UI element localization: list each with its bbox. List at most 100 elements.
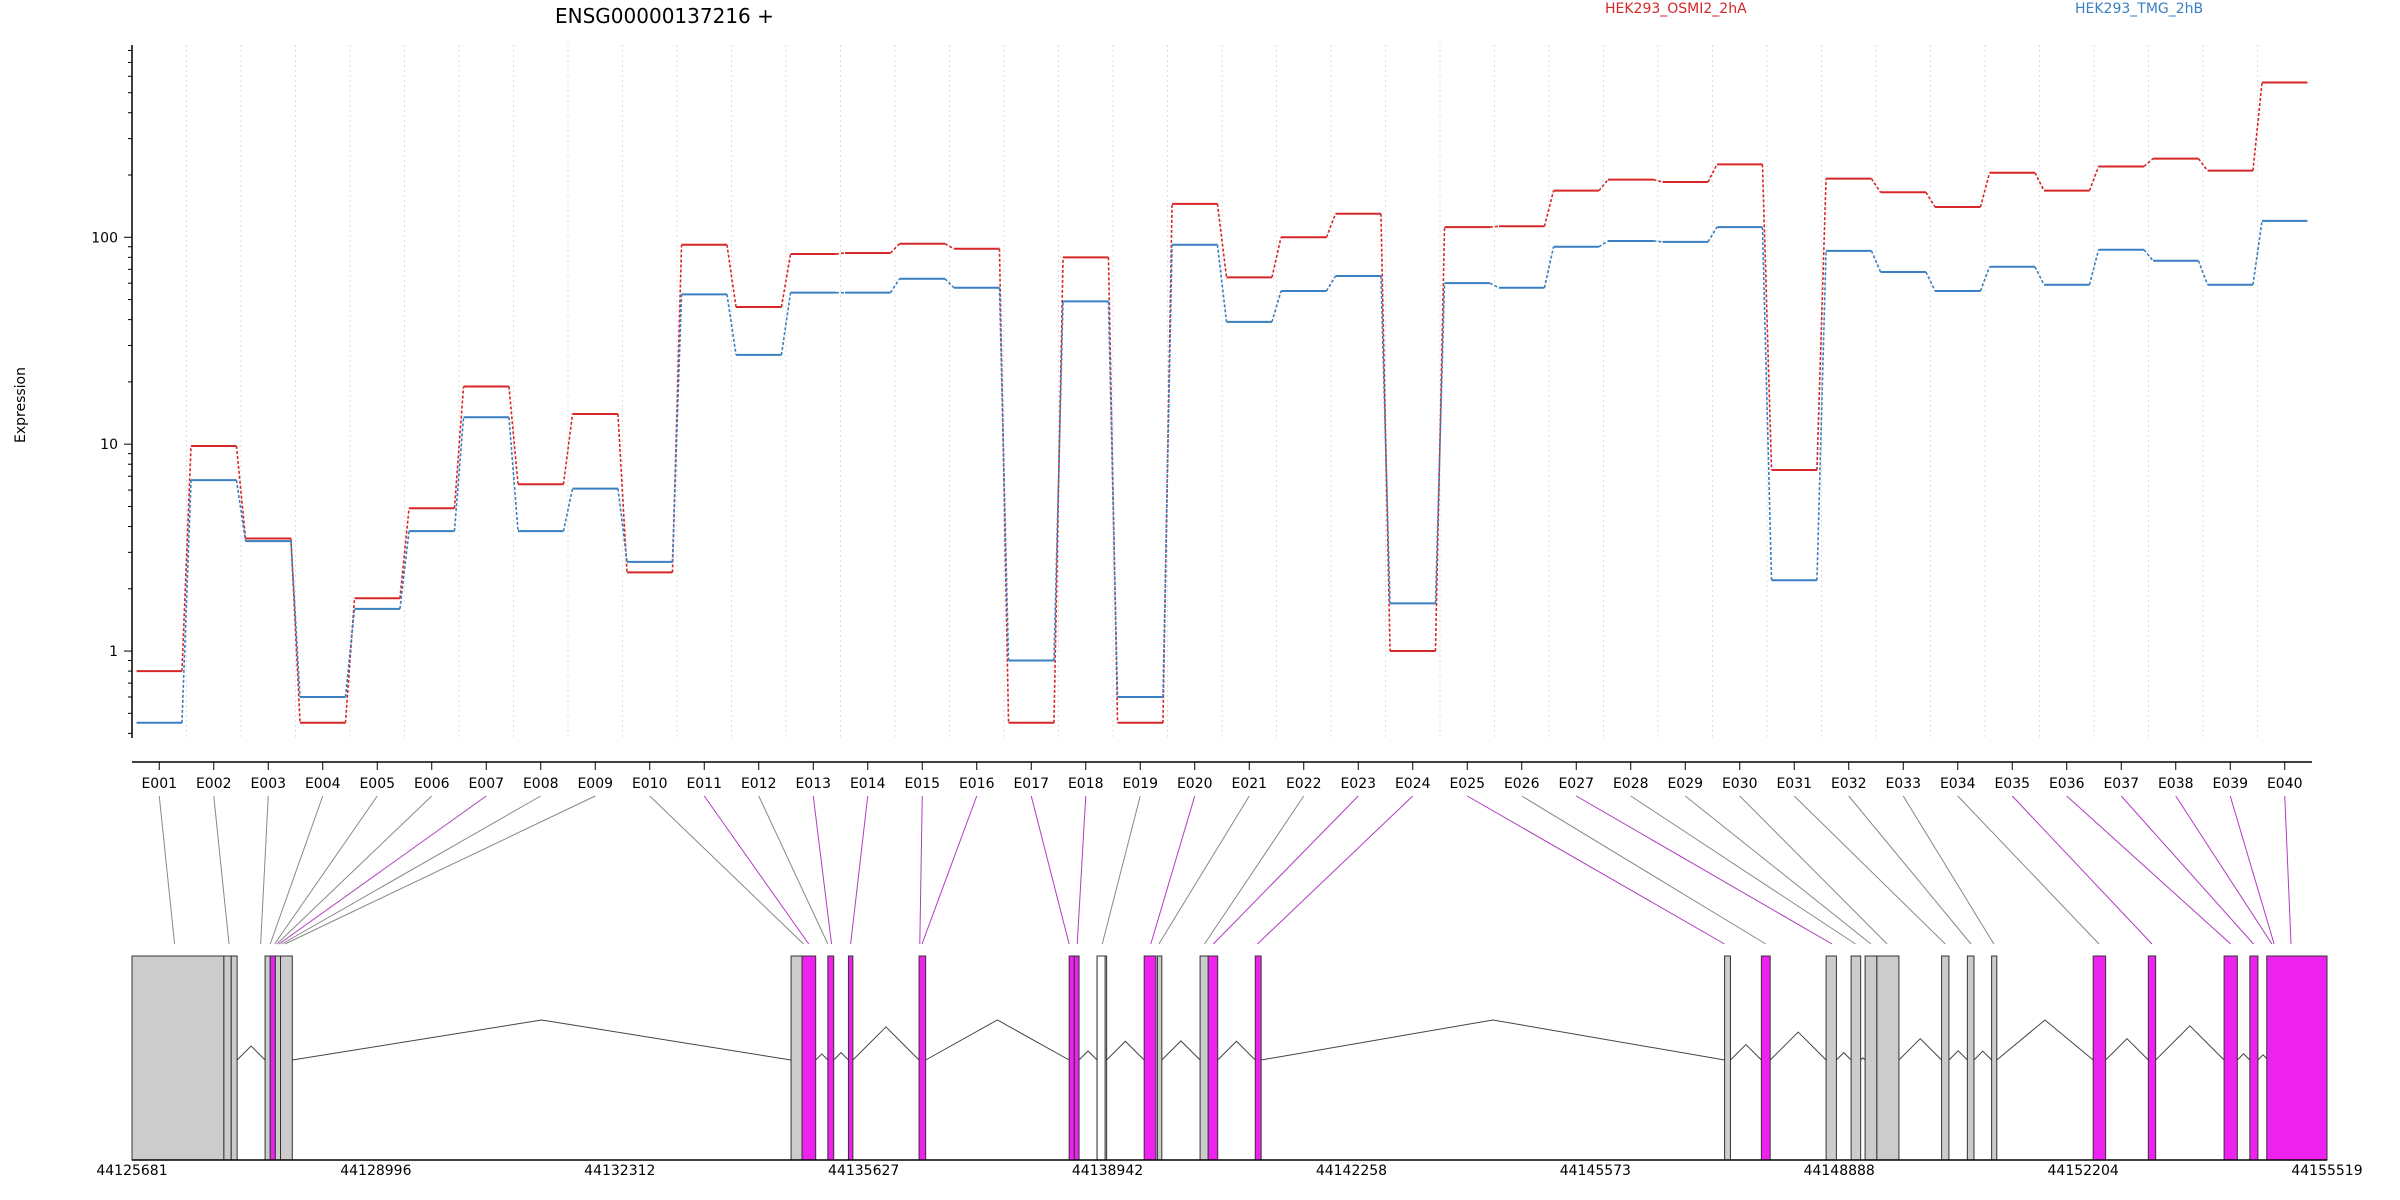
exon-connector-lines [158,795,2292,945]
x-tick-label: E024 [1395,776,1431,792]
exon-connector-differential [919,795,923,945]
exon-connector [1101,795,1141,945]
series-transition-a [181,445,192,672]
exon-connector [1957,795,2100,945]
series-transition-a [889,243,901,254]
exon-block [131,955,225,1161]
x-tick-label: E002 [196,776,232,792]
intron-line [292,1019,792,1061]
exon-block [230,955,238,1161]
gene-model: 44125681 44128996 44132312 44135627 44138942… [96,955,2363,1179]
exon-connector-differential [1467,795,1725,945]
intron-line [1161,1040,1201,1061]
exon-block [223,955,232,1161]
series-transition-a [1816,178,1827,471]
x-tick-label: E004 [305,776,341,792]
intron-line [833,1051,849,1061]
series-transition-b [1707,226,1718,243]
x-tick-label: E015 [904,776,940,792]
x-tick-label: E035 [1994,776,2030,792]
exon-connector-differential [2011,795,2153,945]
intron-line [1898,1037,1942,1061]
series-transition-b [1107,301,1119,697]
series-transition-a [1925,191,1936,208]
x-tick-label: E012 [741,776,777,792]
series-transition-b [181,480,192,723]
exon-block-differential [1068,955,1075,1161]
series-transition-a [562,413,574,485]
x-tick-label: E030 [1722,776,1758,792]
series-transition-b [1925,271,1936,292]
x-tick-label: E026 [1504,776,1540,792]
y-tick-label: 10 [100,437,118,453]
exon-connector-differential [2175,795,2273,945]
x-tick-label: E033 [1885,776,1921,792]
exon-connector-differential [1076,795,1087,945]
x-tick-label: E018 [1068,776,1104,792]
series-transition-a [726,244,737,308]
series-transition-a [2197,158,2209,172]
genomic-tick-label: 44152204 [2048,1163,2119,1179]
exon-connector [1848,795,1972,945]
series-transition-a [453,386,465,509]
series-transition-b [617,488,628,562]
exon-boundary-grid [186,45,2258,738]
genomic-tick-label: 44135627 [828,1163,899,1179]
exon-connector-differential [2120,795,2254,945]
series-transition-a [1870,178,1882,193]
series-transition-b [235,480,247,542]
series-transition-a [1979,172,1991,208]
x-tick-label: E021 [1231,776,1267,792]
x-tick-label: E005 [359,776,395,792]
genomic-tick-label: 44145573 [1560,1163,1631,1179]
series-transition-b [508,417,519,532]
intron-line [1836,1051,1852,1061]
series-transition-a [2088,166,2100,191]
x-tick-label: E027 [1558,776,1594,792]
exon-block [274,955,282,1161]
series-transition-b [2143,249,2154,262]
series-transition-a [1380,213,1391,652]
exon-block-differential [2147,955,2157,1161]
series-transition-a [399,508,410,599]
exon-block-differential [1207,955,1219,1161]
exon-connector-differential [850,795,869,945]
exon-block [1864,955,1878,1161]
y-tick-label: 1 [109,644,118,660]
exon-connector-differential [1150,795,1196,945]
exon-block-differential [2223,955,2238,1161]
series-transition-b [562,488,574,532]
series-transition-b [453,417,465,532]
series-transition-b [2034,266,2045,286]
exon-connector [284,795,596,945]
exon-connector [1204,795,1305,945]
x-tick-label: E040 [2267,776,2303,792]
series-transition-b [1380,275,1391,604]
exon-connector-differential [703,795,810,945]
intron-line [852,1026,920,1061]
genomic-tick-label: 44142258 [1316,1163,1387,1179]
x-tick-label: E029 [1667,776,1703,792]
x-tick-label: E036 [2049,776,2085,792]
exon-connector-differential [1030,795,1070,945]
exon-block-differential [827,955,835,1161]
exon-connector-differential [921,795,978,945]
exon-connector [1630,795,1856,945]
y-axis-label: Expression [13,367,29,443]
legend-label-series-b: HEK293_TMG_2hB [2075,1,2203,17]
series-transition-a [508,386,519,485]
exon-block [1156,955,1163,1161]
x-tick-label: E022 [1286,776,1322,792]
series-transition-b [1598,240,1609,248]
series-transition-b [1543,246,1555,288]
exon-block [1850,955,1862,1161]
x-tick-label: E016 [959,776,995,792]
series-transition-b [1979,266,1991,292]
exon-block-differential [1073,955,1080,1161]
series-transition-a [998,248,1010,723]
legend-label-series-a: HEK293_OSMI2_2hA [1605,1,1747,17]
exon-block [280,955,293,1161]
x-tick-label: E019 [1122,776,1158,792]
series-transition-b [1434,283,1446,604]
